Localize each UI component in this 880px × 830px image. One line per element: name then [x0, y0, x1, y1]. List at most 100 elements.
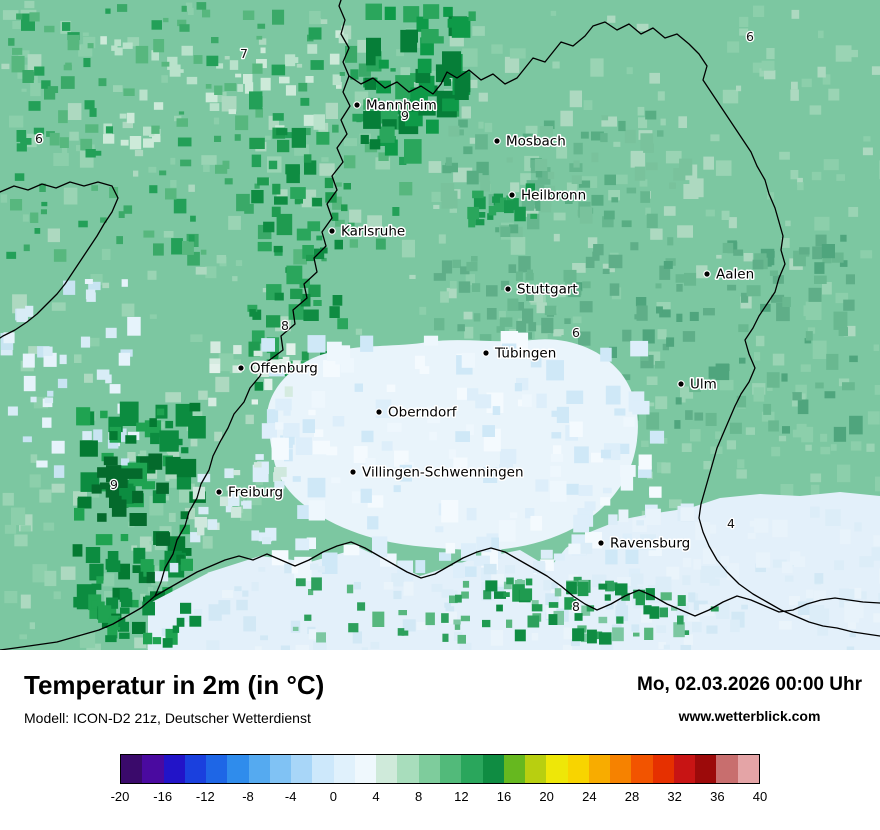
- legend-colorbar: [120, 754, 760, 784]
- legend-color-segment: [716, 755, 738, 783]
- legend-color-segment: [588, 755, 611, 783]
- city-marker-dot: [328, 227, 336, 235]
- border-north-east: [348, 21, 880, 637]
- border-top-left: [0, 181, 119, 339]
- city-label: Ulm: [690, 377, 717, 393]
- legend-color-segment: [503, 755, 526, 783]
- city-marker-dot: [508, 191, 516, 199]
- legend-color-segment: [227, 755, 249, 783]
- legend-color-segment: [567, 755, 589, 783]
- temperature-legend: -20 -16 -12 -8 -4 0 4 8 12 16 20 24 28 32 36 40: [111, 754, 768, 807]
- city-marker-dot: [677, 380, 685, 388]
- legend-tick-label: -8: [242, 789, 254, 804]
- legend-tick-label: -12: [195, 789, 215, 804]
- legend-tick-label: 20: [539, 789, 554, 804]
- border-south-swiss: [154, 541, 880, 617]
- weather-map-canvas: 7 9 6 6 8 6 9 4 8 Mannheim Mosbach Heilbronn Karlsr…: [0, 0, 880, 650]
- temperature-value-label: 6: [35, 131, 43, 146]
- legend-tick-label: 16: [496, 789, 512, 804]
- temperature-value-label: 6: [572, 325, 580, 340]
- legend-color-segment: [206, 755, 228, 783]
- city-marker-dot: [215, 488, 223, 496]
- border-southwest-corner: [0, 595, 156, 650]
- legend-color-segment: [652, 755, 674, 783]
- legend-color-segment: [121, 755, 143, 783]
- border-mannheim-north: [338, 0, 350, 77]
- legend-color-segment: [631, 755, 653, 783]
- legend-color-segment: [354, 755, 377, 783]
- legend-tick-label: 36: [710, 789, 725, 804]
- website-label: www.wetterblick.com: [678, 708, 821, 724]
- legend-color-segment: [163, 755, 185, 783]
- legend-tick-label: -20: [110, 789, 130, 804]
- city-label: Stuttgart: [517, 282, 578, 298]
- city-label: Karlsruhe: [341, 224, 405, 240]
- city-marker-dot: [482, 349, 490, 357]
- legend-color-segment: [673, 755, 696, 783]
- city-label: Ravensburg: [610, 536, 690, 552]
- legend-color-segment: [439, 755, 462, 783]
- legend-color-segment: [269, 755, 292, 783]
- legend-tick-label: 4: [372, 789, 380, 804]
- legend-color-segment: [184, 755, 207, 783]
- info-panel: Temperatur in 2m (in °C) Modell: ICON-D2…: [0, 650, 880, 830]
- legend-color-segment: [461, 755, 483, 783]
- legend-color-segment: [610, 755, 632, 783]
- temperature-value-label: 8: [572, 599, 580, 614]
- legend-color-segment: [737, 755, 759, 783]
- legend-tick-label: -16: [153, 789, 173, 804]
- temperature-value-label: 6: [746, 29, 754, 44]
- legend-tick-labels: -20 -16 -12 -8 -4 0 4 8 12 16 20 24 28 32 36 40: [111, 789, 768, 807]
- city-marker-dot: [349, 468, 357, 476]
- city-marker-dot: [703, 270, 711, 278]
- datetime-block: Mo, 02.03.2026 00:00 Uhr www.wetterblick…: [637, 674, 862, 724]
- city-marker-dot: [504, 285, 512, 293]
- border-west-rhine: [154, 75, 351, 597]
- legend-color-segment: [333, 755, 355, 783]
- legend-color-segment: [312, 755, 334, 783]
- legend-color-segment: [695, 755, 717, 783]
- city-marker-dot: [375, 408, 383, 416]
- legend-color-segment: [546, 755, 568, 783]
- city-label: Heilbronn: [521, 188, 586, 204]
- city-label: Offenburg: [250, 361, 318, 377]
- legend-color-segment: [482, 755, 504, 783]
- border-lines: [0, 0, 880, 650]
- model-info: Modell: ICON-D2 21z, Deutscher Wetterdie…: [24, 710, 311, 726]
- legend-tick-label: 8: [415, 789, 423, 804]
- temperature-value-label: 9: [110, 477, 118, 492]
- legend-color-segment: [525, 755, 547, 783]
- legend-tick-label: 40: [752, 789, 768, 804]
- temperature-value-label: 8: [281, 318, 289, 333]
- city-label: Freiburg: [228, 485, 283, 501]
- temperature-value-label: 4: [727, 516, 735, 531]
- temperature-value-label: 9: [401, 108, 409, 123]
- legend-color-segment: [291, 755, 313, 783]
- city-marker-dot: [597, 539, 605, 547]
- legend-tick-label: 24: [582, 789, 597, 804]
- temperature-value-label: 7: [240, 46, 248, 61]
- temperature-value-labels: 7 9 6 6 8 6 9 4 8: [34, 28, 756, 616]
- legend-color-segment: [418, 755, 440, 783]
- map-texture-bottom-green: [91, 558, 719, 648]
- city-label: Mannheim: [366, 98, 437, 114]
- city-marker-dot: [493, 137, 501, 145]
- city-label: Villingen-Schwenningen: [362, 465, 524, 481]
- legend-color-segment: [397, 755, 419, 783]
- legend-color-segment: [142, 755, 164, 783]
- legend-tick-label: 0: [329, 789, 337, 804]
- legend-tick-label: -4: [284, 789, 297, 804]
- legend-color-segment: [376, 755, 398, 783]
- city-markers: Mannheim Mosbach Heilbronn Karlsruhe Stuttga…: [215, 96, 756, 553]
- weather-map: 7 9 6 6 8 6 9 4 8 Mannheim Mosbach Heilbronn Karlsr…: [0, 0, 880, 650]
- city-marker-dot: [237, 364, 245, 372]
- legend-tick-label: 32: [667, 789, 682, 804]
- legend-color-segment: [248, 755, 270, 783]
- city-label: Tübingen: [494, 346, 556, 362]
- city-marker-dot: [353, 101, 361, 109]
- forecast-datetime: Mo, 02.03.2026 00:00 Uhr: [637, 674, 862, 695]
- page-title: Temperatur in 2m (in °C): [24, 670, 325, 700]
- city-label: Mosbach: [506, 134, 566, 150]
- legend-tick-label: 28: [624, 789, 640, 804]
